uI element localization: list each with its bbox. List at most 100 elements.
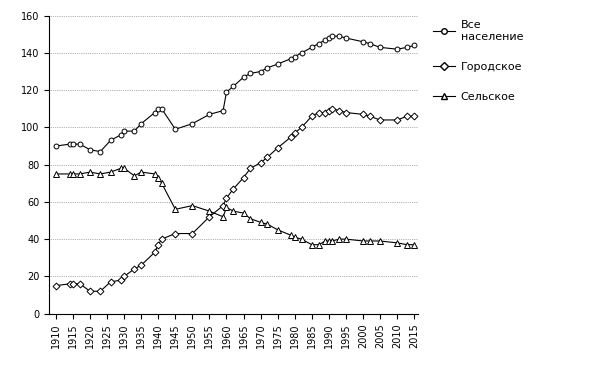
- Line: Городское: Городское: [53, 106, 416, 294]
- Сельское: [172, 207, 179, 212]
- Все
население: [264, 65, 271, 70]
- Все
население: [230, 84, 237, 89]
- Сельское: [359, 239, 367, 243]
- Сельское: [155, 175, 162, 180]
- Городское: [151, 250, 158, 254]
- Сельское: [240, 211, 247, 216]
- Все
население: [376, 45, 384, 50]
- Line: Все
население: Все население: [53, 34, 416, 154]
- Городское: [325, 108, 333, 113]
- Сельское: [66, 172, 73, 176]
- Сельское: [96, 172, 104, 176]
- Сельское: [76, 172, 84, 176]
- Все
население: [274, 62, 281, 66]
- Городское: [172, 231, 179, 236]
- Сельское: [151, 172, 158, 176]
- Городское: [366, 114, 373, 119]
- Городское: [342, 110, 349, 115]
- Городское: [403, 114, 411, 119]
- Все
население: [131, 129, 138, 134]
- Сельское: [230, 209, 237, 214]
- Городское: [69, 281, 77, 286]
- Сельское: [188, 203, 196, 208]
- Городское: [66, 281, 73, 286]
- Все
население: [69, 142, 77, 147]
- Все
население: [359, 40, 367, 44]
- Городское: [394, 118, 401, 122]
- Все
население: [298, 51, 305, 55]
- Сельское: [138, 170, 145, 174]
- Все
население: [291, 54, 298, 59]
- Городское: [308, 114, 316, 119]
- Сельское: [325, 239, 333, 243]
- Городское: [120, 274, 128, 279]
- Сельское: [158, 181, 165, 186]
- Городское: [240, 175, 247, 180]
- Сельское: [223, 205, 230, 210]
- Городское: [298, 125, 305, 130]
- Сельское: [410, 242, 418, 247]
- Все
население: [240, 75, 247, 80]
- Сельское: [342, 237, 349, 241]
- Сельское: [291, 235, 298, 240]
- Городское: [410, 114, 418, 119]
- Сельское: [376, 239, 384, 243]
- Все
население: [315, 41, 322, 46]
- Городское: [359, 112, 367, 117]
- Городское: [107, 279, 114, 284]
- Городское: [96, 289, 104, 294]
- Городское: [219, 203, 227, 208]
- Городское: [247, 166, 254, 171]
- Все
население: [328, 34, 336, 38]
- Все
население: [151, 110, 158, 115]
- Все
население: [76, 142, 84, 147]
- Городское: [287, 134, 295, 139]
- Городское: [188, 231, 196, 236]
- Городское: [264, 155, 271, 160]
- Сельское: [274, 227, 281, 232]
- Сельское: [335, 237, 343, 241]
- Все
население: [322, 38, 329, 42]
- Все
население: [342, 36, 349, 40]
- Городское: [230, 187, 237, 191]
- Городское: [76, 281, 84, 286]
- Городское: [117, 278, 125, 282]
- Сельское: [117, 166, 125, 171]
- Сельское: [403, 242, 411, 247]
- Городское: [158, 237, 165, 241]
- Все
население: [219, 108, 227, 113]
- Все
население: [335, 34, 343, 38]
- Все
население: [87, 147, 94, 152]
- Городское: [155, 242, 162, 247]
- Сельское: [120, 166, 128, 171]
- Городское: [206, 214, 213, 219]
- Все
население: [138, 122, 145, 126]
- Городское: [315, 110, 322, 115]
- Сельское: [107, 170, 114, 174]
- Все
население: [66, 142, 73, 147]
- Городское: [87, 289, 94, 294]
- Все
население: [394, 47, 401, 52]
- Сельское: [206, 209, 213, 214]
- Все
население: [188, 122, 196, 126]
- Сельское: [287, 233, 295, 238]
- Городское: [328, 106, 336, 111]
- Line: Сельское: Сельское: [53, 165, 418, 248]
- Все
население: [117, 132, 125, 137]
- Все
население: [403, 45, 411, 50]
- Сельское: [52, 172, 60, 176]
- Сельское: [69, 172, 77, 176]
- Все
население: [325, 36, 333, 40]
- Сельское: [219, 214, 227, 219]
- Сельское: [247, 216, 254, 221]
- Городское: [257, 160, 264, 165]
- Все
население: [287, 56, 295, 61]
- Городское: [376, 118, 384, 122]
- Сельское: [298, 237, 305, 241]
- Городское: [223, 196, 230, 201]
- Все
население: [107, 138, 114, 143]
- Сельское: [257, 220, 264, 225]
- Городское: [274, 145, 281, 150]
- Все
население: [366, 41, 373, 46]
- Все
население: [308, 45, 316, 50]
